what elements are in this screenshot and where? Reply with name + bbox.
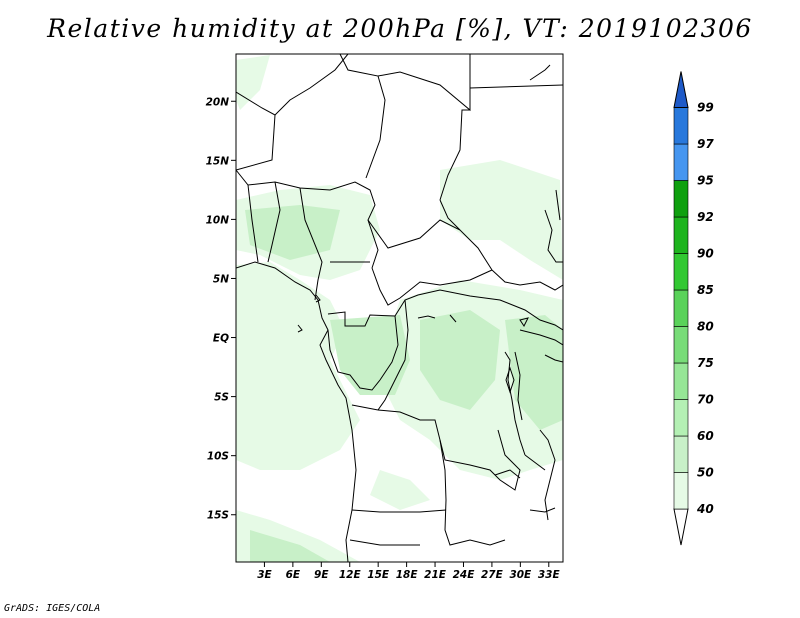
humidity-patch-lakes [505,315,563,430]
lon-tick-label: 27E [481,569,504,581]
lon-tick-label: 3E [257,569,272,581]
lat-tick-label: 10S [207,451,229,463]
grads-credit: GrADS: IGES/COLA [4,603,101,614]
lat-tick-label: 5N [213,273,229,285]
humidity-patch-sw-inner [250,530,330,562]
lon-tick-label: 9E [314,569,329,581]
humidity-patch-gabon [330,315,410,395]
lon-tick-label: 21E [424,569,447,581]
humidity-field [236,55,563,562]
chart-title: Relative humidity at 200hPa [%], VT: 201… [47,14,753,43]
lat-tick-label: 10N [206,214,230,226]
lat-tick-label: 5S [214,392,229,404]
lon-tick-label: 18E [396,569,419,581]
lon-tick-label: 30E [509,569,532,581]
humidity-patch-north [236,55,270,110]
lat-tick-label: 15N [206,155,230,167]
country-borders [236,54,563,562]
humidity-patch-mid-congo [420,310,500,410]
lat-tick-label: 20N [206,96,230,108]
lon-tick-label: 24E [453,569,476,581]
lon-tick-label: 33E [538,569,561,581]
lon-tick-label: 6E [286,569,301,581]
map-frame [235,53,564,563]
lon-tick-label: 12E [339,569,362,581]
lat-tick-label: EQ [213,333,229,345]
humidity-patch-angola [370,470,430,510]
longitude-axis: 3E 6E 9E 12E 15E 18E 21E 24E 27E 30E 33E [257,562,560,581]
humidity-patch-west-inner [245,205,340,260]
lon-tick-label: 15E [367,569,390,581]
lat-tick-label: 15S [207,510,229,522]
latitude-axis: 20N 15N 10N 5N EQ 5S 10S 15S [206,96,236,522]
humidity-patch-sudan [440,160,563,280]
